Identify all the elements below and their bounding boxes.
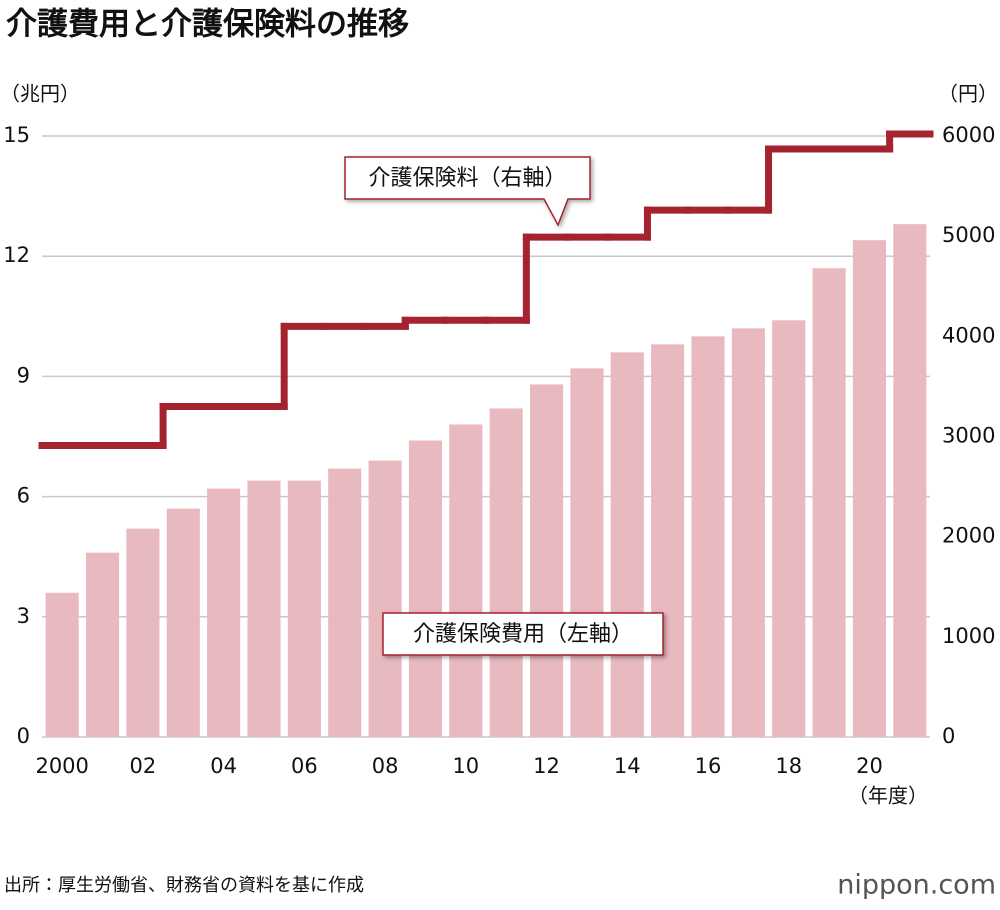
bar xyxy=(85,552,120,737)
y-tick-label: 6 xyxy=(17,484,30,508)
legend-label: 介護保険費用（左軸） xyxy=(413,622,633,647)
bar xyxy=(691,336,725,737)
y2-tick-label: 6000 xyxy=(942,123,995,147)
x-tick-label: 20 xyxy=(856,754,883,778)
callout: 介護保険料（右軸） xyxy=(344,156,591,227)
x-tick-label: 16 xyxy=(695,754,722,778)
y2-tick-label: 0 xyxy=(942,724,955,748)
y2-tick-label: 4000 xyxy=(942,323,995,347)
bar xyxy=(166,508,200,737)
x-tick-label: 2000 xyxy=(35,754,88,778)
y-tick-label: 9 xyxy=(17,363,30,387)
bar xyxy=(489,408,523,737)
callout: 介護保険費用（左軸） xyxy=(382,612,664,656)
bar xyxy=(772,320,806,737)
bar xyxy=(408,440,443,737)
bar xyxy=(731,328,765,737)
bar xyxy=(852,240,887,737)
step-line xyxy=(38,130,934,450)
bar xyxy=(893,224,927,737)
y2-tick-label: 1000 xyxy=(942,624,995,648)
y-tick-label: 3 xyxy=(17,604,30,628)
y-tick-label: 12 xyxy=(3,243,30,267)
y2-axis-unit: （円） xyxy=(938,82,998,106)
bar xyxy=(812,268,846,737)
bar xyxy=(45,592,79,737)
callout-box xyxy=(382,612,664,656)
x-tick-label: 04 xyxy=(210,754,237,778)
x-axis-unit: （年度） xyxy=(848,784,928,808)
legend-label: 介護保険料（右軸） xyxy=(368,166,566,191)
bar xyxy=(610,352,644,737)
source-note: 出所：厚生労働省、財務省の資料を基に作成 xyxy=(4,875,364,896)
bar xyxy=(570,368,604,737)
callout-box xyxy=(344,156,591,227)
x-tick-label: 02 xyxy=(130,754,157,778)
x-tick-label: 06 xyxy=(291,754,318,778)
bar xyxy=(529,384,564,737)
y2-tick-label: 5000 xyxy=(942,223,995,247)
bar xyxy=(247,480,281,737)
bar xyxy=(651,344,685,737)
x-tick-label: 08 xyxy=(372,754,399,778)
bar xyxy=(287,480,321,737)
y2-tick-label: 3000 xyxy=(942,424,995,448)
y-tick-label: 15 xyxy=(3,123,30,147)
y-axis-unit: （兆円） xyxy=(0,82,80,106)
logo: nippon.com xyxy=(837,870,996,901)
bar xyxy=(328,468,362,737)
y-tick-label: 0 xyxy=(17,724,30,748)
x-tick-label: 14 xyxy=(614,754,641,778)
bar xyxy=(368,460,402,737)
bar xyxy=(126,528,160,737)
y2-tick-label: 2000 xyxy=(942,524,995,548)
bar xyxy=(207,488,241,737)
bar xyxy=(449,424,483,737)
chart-title: 介護費用と介護保険料の推移 xyxy=(6,7,409,43)
x-tick-label: 10 xyxy=(452,754,479,778)
x-tick-label: 18 xyxy=(775,754,802,778)
x-tick-label: 12 xyxy=(533,754,560,778)
